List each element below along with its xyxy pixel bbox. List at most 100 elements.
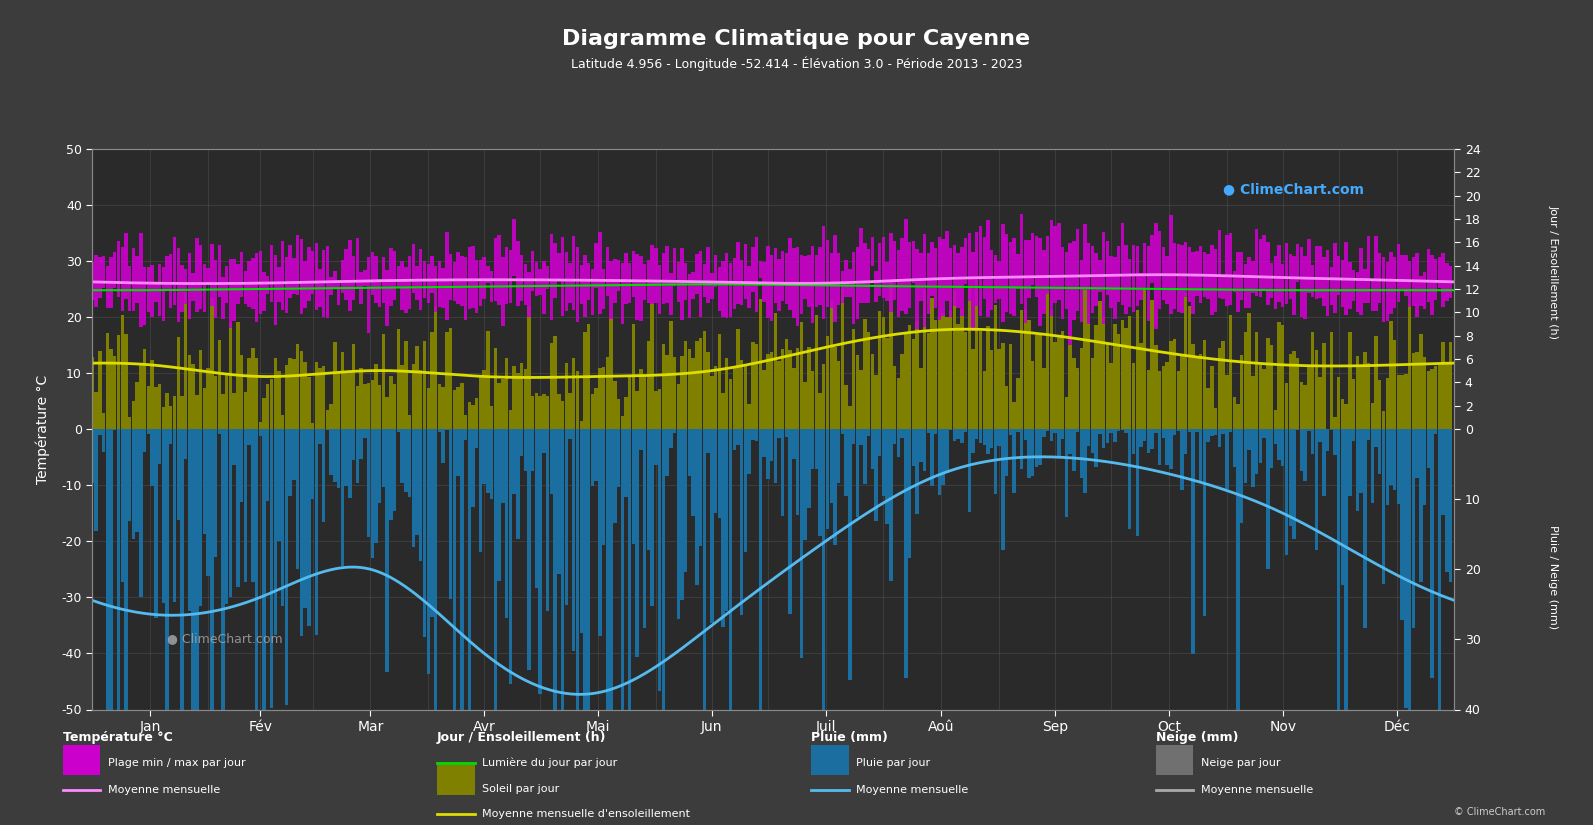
Bar	[444, 429, 449, 430]
Bar	[1423, 272, 1426, 309]
Bar	[524, 369, 527, 429]
Bar	[405, 267, 408, 313]
Bar	[1356, 272, 1359, 312]
Bar	[1024, 429, 1027, 441]
Bar	[169, 429, 172, 445]
Bar	[564, 363, 569, 429]
Bar	[530, 429, 534, 472]
Bar	[1005, 386, 1008, 429]
Bar	[363, 270, 366, 286]
Bar	[1211, 245, 1214, 315]
Bar	[408, 429, 411, 497]
Bar	[591, 429, 594, 486]
Bar	[841, 429, 844, 434]
Bar	[1423, 357, 1426, 429]
Bar	[199, 246, 202, 309]
Bar	[263, 398, 266, 429]
Bar	[1161, 247, 1164, 300]
Bar	[1195, 252, 1198, 296]
Bar	[1297, 243, 1300, 282]
Text: Neige par jour: Neige par jour	[1201, 758, 1281, 768]
Bar	[1442, 342, 1445, 429]
Bar	[978, 226, 983, 316]
Bar	[1128, 259, 1131, 307]
Bar	[527, 306, 530, 429]
Bar	[319, 269, 322, 307]
Bar	[628, 263, 631, 303]
Bar	[400, 429, 405, 483]
Bar	[280, 429, 285, 606]
Bar	[677, 262, 680, 302]
Bar	[572, 429, 575, 651]
Bar	[99, 429, 102, 435]
Bar	[889, 429, 892, 581]
Bar	[303, 361, 307, 429]
Bar	[583, 429, 586, 807]
Bar	[285, 429, 288, 705]
Bar	[972, 349, 975, 429]
Bar	[867, 332, 870, 429]
Bar	[524, 264, 527, 304]
Bar	[325, 246, 330, 318]
Bar	[964, 332, 967, 429]
Bar	[449, 328, 452, 429]
Bar	[1128, 317, 1131, 429]
Bar	[233, 394, 236, 429]
Bar	[479, 377, 483, 429]
Bar	[597, 429, 602, 636]
Bar	[916, 249, 919, 329]
Bar	[1415, 429, 1419, 478]
Bar	[922, 429, 926, 471]
Bar	[591, 394, 594, 429]
Bar	[867, 429, 870, 436]
Bar	[322, 429, 325, 522]
Bar	[1333, 243, 1337, 314]
Bar	[91, 357, 94, 429]
Bar	[491, 429, 494, 499]
Bar	[583, 256, 586, 317]
Bar	[433, 306, 438, 429]
Bar	[1408, 261, 1411, 308]
Bar	[1344, 243, 1348, 315]
Bar	[550, 234, 553, 320]
Bar	[777, 429, 781, 438]
Bar	[1397, 244, 1400, 302]
Bar	[1005, 233, 1008, 312]
Bar	[1427, 371, 1431, 429]
Bar	[875, 375, 878, 429]
Bar	[155, 429, 158, 618]
Bar	[110, 257, 113, 309]
Bar	[852, 429, 855, 444]
Bar	[143, 267, 147, 325]
Bar	[150, 429, 155, 486]
Bar	[1228, 315, 1233, 429]
Bar	[905, 429, 908, 678]
Bar	[900, 238, 903, 311]
Bar	[1378, 253, 1381, 303]
Bar	[188, 253, 191, 318]
Bar	[1000, 429, 1005, 550]
Bar	[378, 279, 381, 307]
Bar	[1061, 247, 1064, 318]
Bar	[444, 332, 449, 429]
Text: Soleil par jour: Soleil par jour	[483, 784, 559, 794]
Bar	[1192, 252, 1195, 314]
Bar	[1311, 429, 1314, 454]
Bar	[1061, 429, 1064, 439]
Bar	[1415, 253, 1419, 317]
Bar	[502, 379, 505, 429]
Bar	[508, 250, 511, 304]
Bar	[597, 368, 602, 429]
Bar	[124, 233, 127, 299]
Bar	[808, 255, 811, 307]
Bar	[452, 390, 456, 429]
Bar	[636, 391, 639, 429]
Bar	[661, 253, 664, 304]
Bar	[1292, 351, 1295, 429]
Bar	[741, 260, 744, 305]
Bar	[1348, 429, 1351, 496]
Bar	[416, 429, 419, 535]
Text: Plage min / max par jour: Plage min / max par jour	[108, 758, 245, 768]
Bar	[497, 429, 500, 581]
Bar	[755, 344, 758, 429]
